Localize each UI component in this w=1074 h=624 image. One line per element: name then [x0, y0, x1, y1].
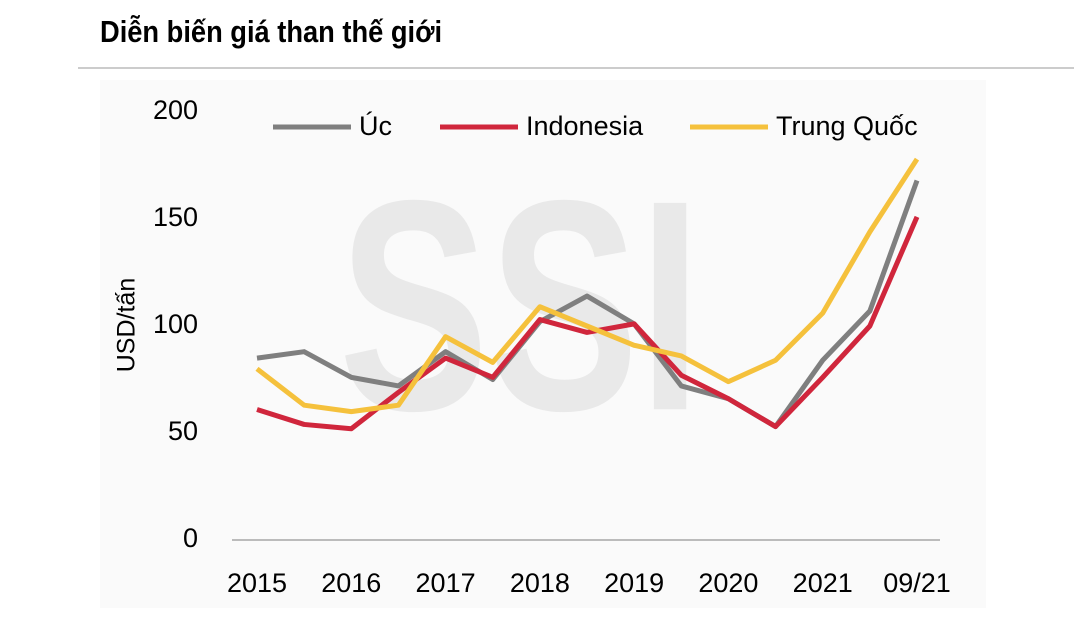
x-tick-label: 2019	[604, 568, 664, 598]
y-tick-label: 50	[168, 416, 198, 446]
x-tick-label: 2018	[510, 568, 570, 598]
y-axis-label: USD/tấn	[113, 278, 141, 372]
x-tick-label: 2015	[227, 568, 287, 598]
x-tick-label: 2017	[416, 568, 476, 598]
line-series	[256, 215, 920, 432]
legend-label: Indonesia	[526, 111, 644, 141]
legend-label: Trung Quốc	[776, 111, 918, 141]
y-tick-label: 100	[153, 309, 198, 339]
x-tick-label: 2020	[698, 568, 758, 598]
y-tick-label: 200	[153, 95, 198, 125]
y-tick-label: 0	[183, 523, 198, 553]
watermark: SSI	[339, 139, 702, 474]
y-tick-label: 150	[153, 202, 198, 232]
line-series	[255, 157, 920, 415]
x-tick-label: 2016	[321, 568, 381, 598]
legend-label: Úc	[359, 110, 392, 141]
line-series	[256, 179, 920, 430]
x-tick-label: 09/21	[883, 568, 951, 598]
x-tick-label: 2021	[793, 568, 853, 598]
chart-title: Diễn biến giá than thế giới	[100, 14, 442, 50]
